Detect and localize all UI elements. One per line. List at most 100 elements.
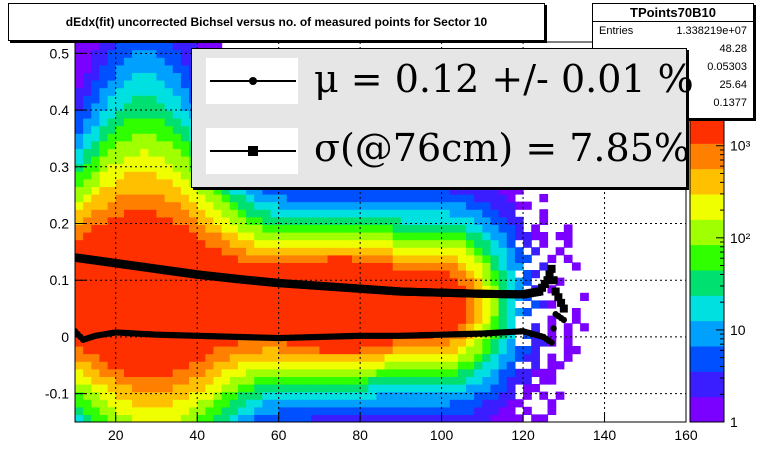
heatmap-cell [457, 346, 467, 355]
heatmap-cell [115, 42, 125, 51]
heatmap-cell [498, 384, 508, 393]
heatmap-cell [466, 262, 475, 271]
heatmap-cell [115, 346, 125, 355]
heatmap-cell [148, 64, 158, 73]
legend-circle-marker [249, 77, 257, 85]
heatmap-cell [99, 216, 109, 225]
heatmap-cell [294, 224, 304, 233]
heatmap-cell [115, 308, 125, 317]
heatmap-cell [99, 178, 109, 187]
heatmap-cell [376, 194, 386, 203]
heatmap-cell [327, 209, 337, 218]
heatmap-cell [319, 216, 329, 225]
heatmap-cell [523, 368, 532, 377]
heatmap-cell [148, 72, 158, 81]
heatmap-cell [132, 346, 141, 355]
heatmap-cell [351, 391, 361, 400]
heatmap-cell [417, 391, 426, 400]
heatmap-cell [205, 201, 215, 210]
heatmap-cell [213, 201, 223, 210]
heatmap-cell [449, 239, 459, 248]
heatmap-cell [99, 201, 109, 210]
heatmap-cell [368, 338, 378, 347]
heatmap-cell [319, 323, 329, 332]
heatmap-cell [229, 224, 239, 233]
heatmap-cell [335, 277, 345, 286]
heatmap-cell [91, 110, 101, 119]
heatmap-cell [75, 87, 84, 96]
heatmap-cell [164, 368, 174, 377]
heatmap-cell [99, 49, 109, 58]
heatmap-cell [172, 49, 182, 58]
heatmap-cell [498, 300, 508, 309]
heatmap-cell [172, 80, 182, 89]
heatmap-cell [409, 308, 418, 317]
heatmap-cell [506, 414, 516, 422]
heatmap-cell [400, 353, 410, 362]
heatmap-cell [392, 353, 402, 362]
heatmap-cell [270, 201, 280, 210]
heatmap-cell [457, 300, 467, 309]
heatmap-cell [254, 270, 263, 279]
heatmap-cell [466, 224, 475, 233]
heatmap-cell [466, 384, 475, 393]
heatmap-cell [83, 414, 92, 422]
heatmap-cell [83, 194, 92, 203]
heatmap-cell [490, 285, 500, 294]
heatmap-cell [278, 323, 288, 332]
heatmap-cell [360, 254, 369, 263]
heatmap-cell [466, 308, 475, 317]
heatmap-cell [148, 300, 158, 309]
heatmap-cell [327, 353, 337, 362]
heatmap-cell [197, 201, 206, 210]
heatmap-cell [156, 399, 166, 408]
heatmap-cell [327, 300, 337, 309]
heatmap-cell [123, 148, 133, 157]
heatmap-cell [498, 353, 508, 362]
heatmap-cell [123, 80, 133, 89]
heatmap-cell [482, 247, 492, 256]
heatmap-cell [425, 201, 435, 210]
heatmap-cell [368, 368, 378, 377]
heatmap-cell [490, 186, 500, 195]
heatmap-cell [319, 209, 329, 218]
heatmap-cell [441, 353, 451, 362]
heatmap-cell [205, 186, 215, 195]
heatmap-cell [278, 270, 288, 279]
heatmap-cell [172, 118, 182, 127]
heatmap-cell [482, 399, 492, 408]
heatmap-cell [132, 125, 141, 134]
heatmap-cell [286, 186, 296, 195]
heatmap-cell [409, 399, 418, 408]
heatmap-cell [343, 232, 353, 241]
heatmap-cell [99, 239, 109, 248]
heatmap-cell [107, 171, 117, 180]
heatmap-cell [498, 194, 508, 203]
heatmap-cell [482, 414, 492, 422]
heatmap-cell [425, 186, 435, 195]
heatmap-cell [205, 224, 215, 233]
heatmap-cell [229, 285, 239, 294]
heatmap-cell [498, 247, 508, 256]
heatmap-cell [246, 224, 255, 233]
heatmap-cell [237, 209, 247, 218]
heatmap-cell [99, 391, 109, 400]
heatmap-cell [490, 277, 500, 286]
heatmap-cell [327, 323, 337, 332]
heatmap-cell [294, 315, 304, 324]
heatmap-cell [229, 186, 239, 195]
chart-title-text: dEdx(fit) uncorrected Bichsel versus no.… [65, 15, 488, 29]
heatmap-cell [417, 247, 426, 256]
heatmap-cell [384, 270, 394, 279]
heatmap-cell [368, 315, 378, 324]
heatmap-cell [498, 368, 508, 377]
heatmap-cell [197, 414, 206, 422]
heatmap-cell [246, 353, 255, 362]
heatmap-cell [343, 376, 353, 385]
heatmap-cell [229, 346, 239, 355]
heatmap-cell [466, 376, 475, 385]
heatmap-cell [425, 308, 435, 317]
heatmap-cell [140, 209, 149, 218]
heatmap-cell [99, 186, 109, 195]
heatmap-cell [506, 216, 516, 225]
